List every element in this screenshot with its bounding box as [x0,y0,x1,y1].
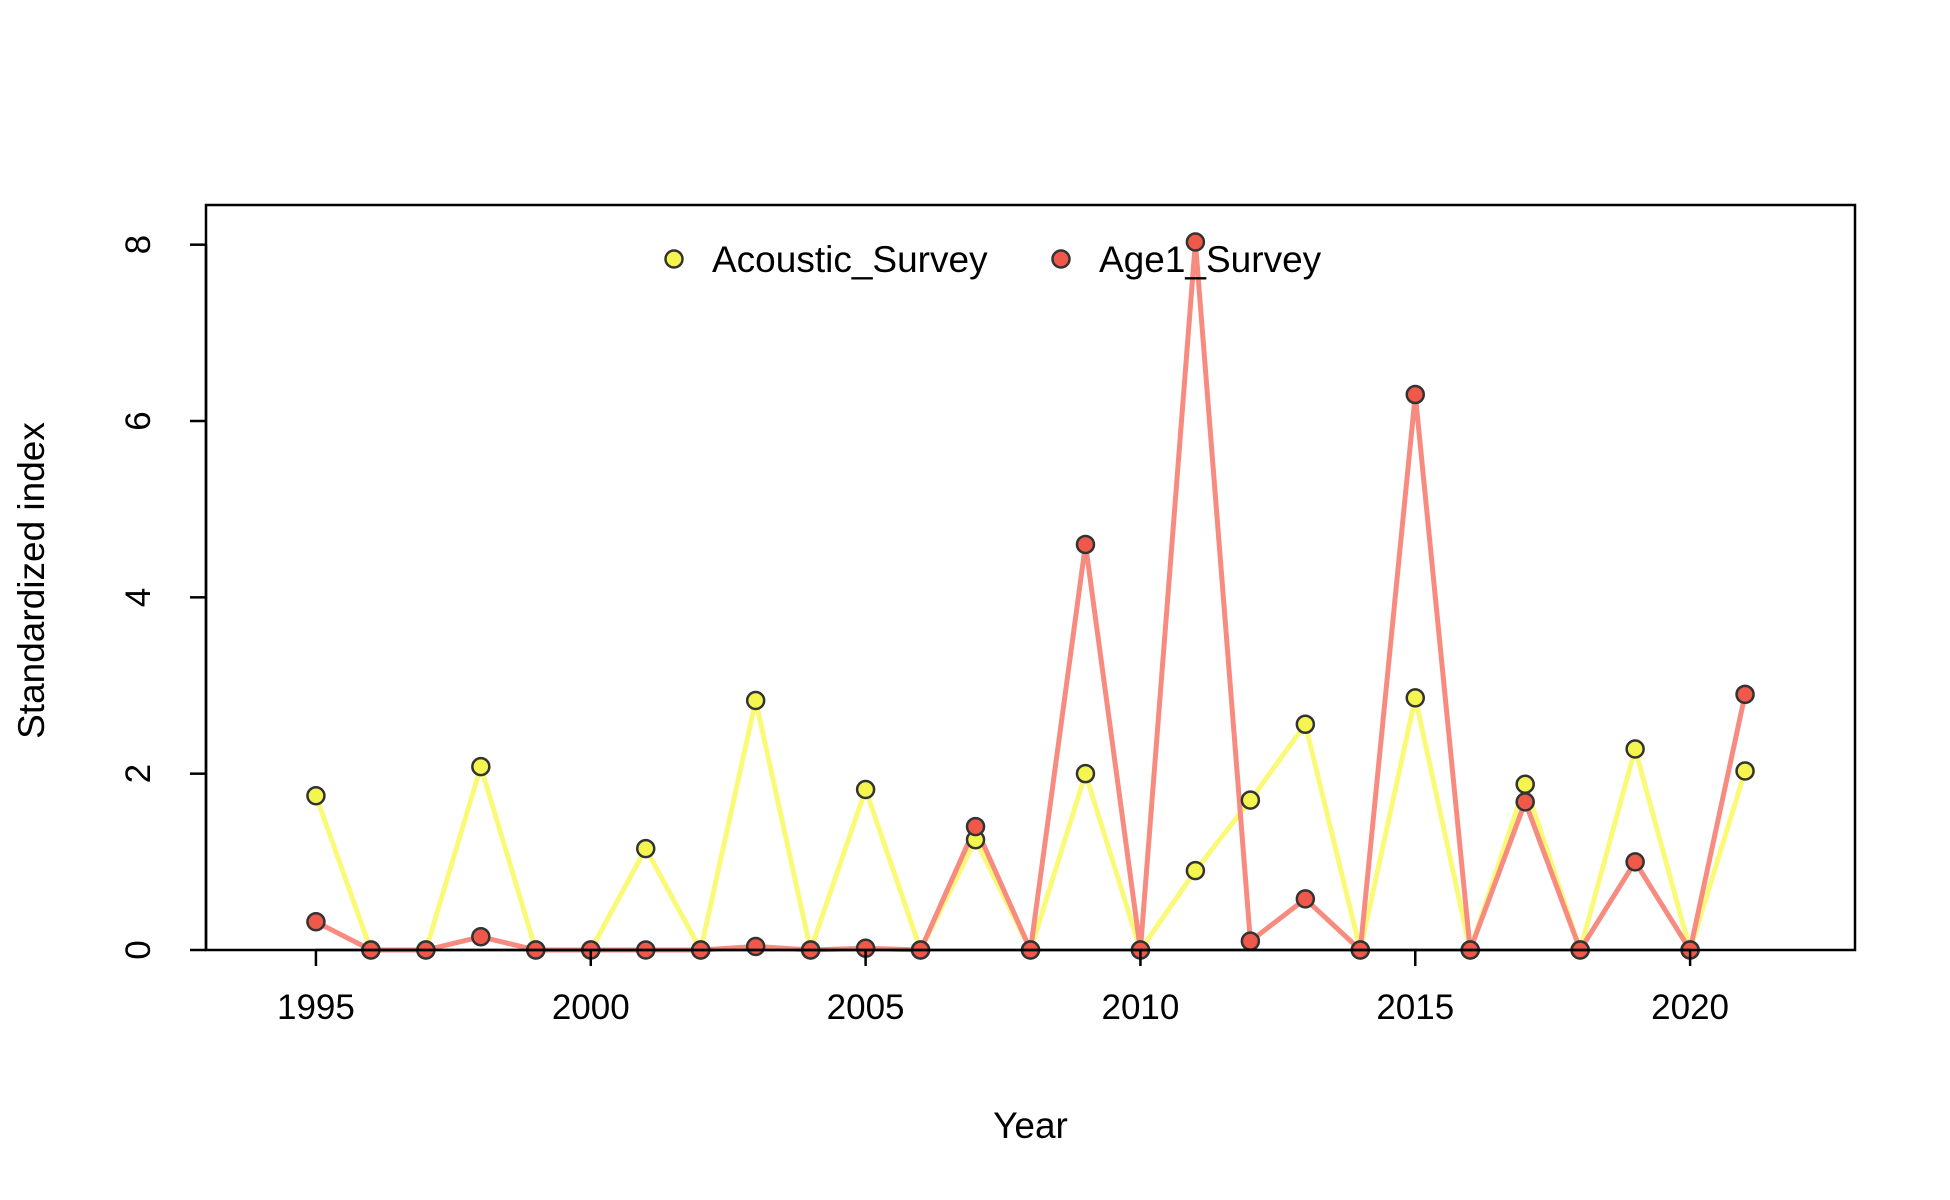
series-lines [313,239,1748,953]
data-point [1185,232,1206,252]
series-line-1 [314,239,1748,953]
x-tick-label: 2000 [552,988,630,1027]
data-point [471,927,491,947]
x-tick-label: 2015 [1376,988,1454,1027]
data-point [1735,684,1755,705]
data-point [855,779,876,800]
x-axis-title: Year [993,1105,1068,1146]
data-point [1405,384,1426,405]
y-tick-label: 2 [119,764,158,783]
data-point [1405,688,1426,708]
x-tick-label: 2005 [827,988,905,1027]
data-point [1625,852,1645,872]
series-points [306,232,1755,960]
legend-label-0: Acoustic_Survey [712,239,988,280]
data-point [745,690,766,711]
data-point [635,838,656,859]
y-tick-label: 4 [119,588,158,607]
data-point [1240,931,1261,951]
x-tick-label: 1995 [277,988,355,1027]
data-point [306,785,326,806]
data-point [1515,774,1535,794]
data-point [1295,714,1316,735]
data-point [1240,790,1261,810]
x-tick-label: 2010 [1101,988,1179,1027]
y-axis: 0 2 4 6 8 [119,235,208,960]
y-tick-label: 6 [119,411,158,430]
legend-marker-1 [1051,249,1071,269]
x-tick-label: 2020 [1651,988,1729,1027]
plot-frame [204,203,1857,952]
data-point [745,936,766,957]
y-axis-title: Standardized index [11,422,52,739]
data-point [1735,761,1755,781]
x-axis: 1995 2000 2005 2010 2015 2020 [277,948,1729,1027]
data-point [965,816,986,837]
data-point [1625,739,1645,759]
data-point [1075,763,1096,784]
data-point [1515,792,1535,812]
y-tick-label: 0 [119,940,158,959]
data-point [471,756,491,777]
data-point [306,912,326,932]
legend-marker-0 [664,249,684,269]
data-point [1295,889,1316,909]
legend: Acoustic_Survey Age1_Survey [664,239,1322,280]
data-point [1185,860,1206,881]
legend-label-1: Age1_Survey [1099,239,1322,280]
data-point [1075,534,1096,555]
y-tick-label: 8 [119,235,158,254]
